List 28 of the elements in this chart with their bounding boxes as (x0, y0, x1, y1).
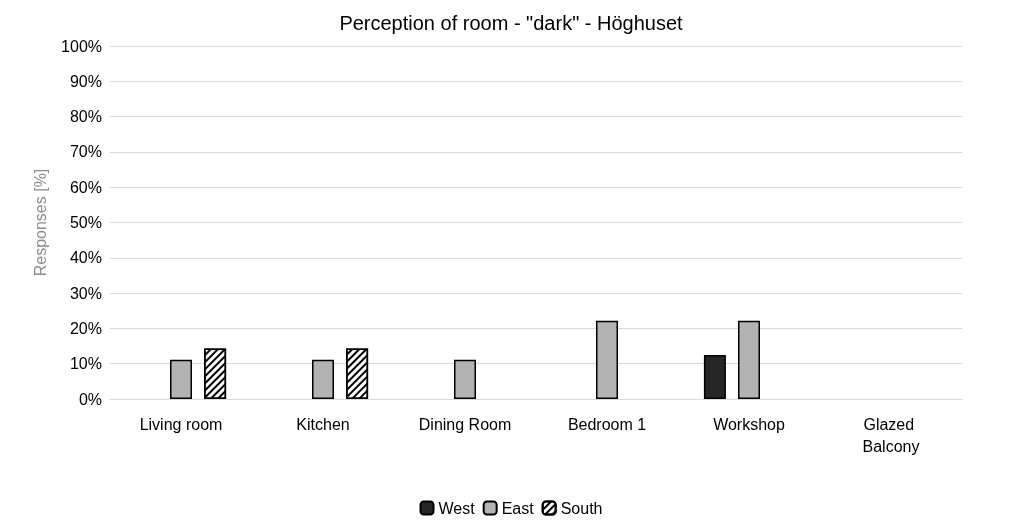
y-tick-label: 90% (69, 72, 102, 90)
y-tick-label: 100% (61, 37, 102, 55)
bar (170, 359, 192, 399)
bar (738, 320, 760, 399)
x-tick-label: Glazed Balcony (862, 415, 920, 455)
chart-title: Perception of room - "dark" - Höghuset (339, 12, 684, 34)
y-tick-label: 80% (69, 108, 102, 126)
bar (703, 354, 726, 399)
x-tick-label: Dining Room (418, 415, 512, 433)
y-axis-title: Responses [%] (31, 168, 49, 277)
y-tick-label: 60% (69, 178, 102, 196)
x-tick-label: Living room (139, 415, 223, 433)
legend-label: West (438, 499, 476, 517)
x-tick-label: Workshop (713, 415, 785, 433)
bar (596, 320, 618, 399)
y-tick-label: 40% (69, 249, 102, 267)
bar (454, 359, 476, 399)
x-tick-label: Bedroom 1 (567, 415, 647, 433)
y-tick-label: 30% (69, 284, 102, 302)
y-tick-label: 70% (69, 143, 102, 161)
y-tick-label: 0% (78, 390, 102, 408)
bar (312, 359, 334, 399)
y-tick-label: 10% (69, 355, 102, 373)
y-tick-label: 50% (69, 214, 102, 231)
y-tick-label: 20% (69, 319, 102, 337)
legend-label: East (501, 499, 535, 517)
legend-label: South (560, 499, 603, 517)
x-tick-label: Kitchen (296, 415, 350, 433)
